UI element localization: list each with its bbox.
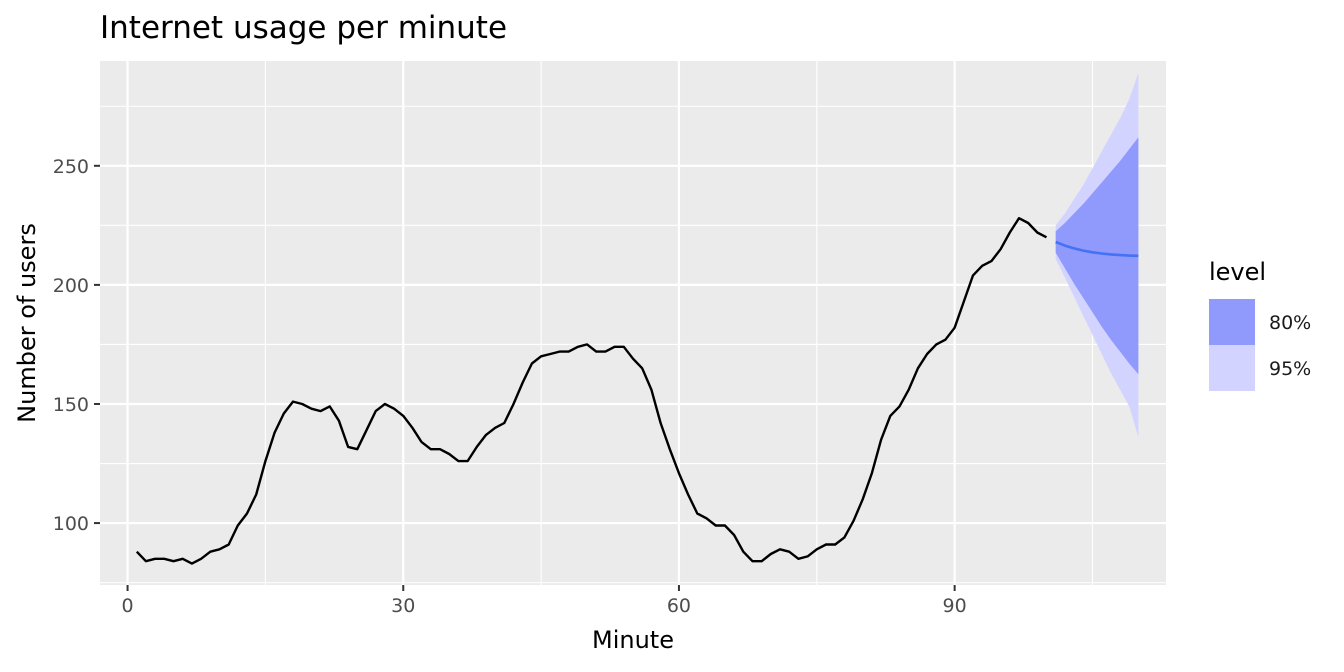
grid-major <box>100 61 1166 585</box>
series-line <box>135 216 1048 565</box>
legend-label-95: 95% <box>1269 358 1311 380</box>
legend: level 80% 95% <box>1209 258 1311 391</box>
y-tick-label: 200 <box>53 275 89 297</box>
lines <box>135 216 1139 565</box>
x-tick-label: 0 <box>122 595 134 617</box>
legend-swatch-95 <box>1209 345 1255 391</box>
x-tick-label: 90 <box>943 595 967 617</box>
y-tick-label: 100 <box>53 513 89 535</box>
legend-swatch-80 <box>1209 299 1255 345</box>
y-tick-label: 250 <box>53 156 89 178</box>
x-axis-title: Minute <box>592 626 674 654</box>
legend-label-80: 80% <box>1269 312 1311 334</box>
chart-title: Internet usage per minute <box>100 10 507 46</box>
grid-minor <box>100 61 1166 585</box>
axes: 0 30 60 90 100 150 200 250 <box>53 156 967 617</box>
y-tick-label: 150 <box>53 394 89 416</box>
x-tick-label: 60 <box>667 595 691 617</box>
forecast-line <box>1055 240 1139 258</box>
y-axis-title: Number of users <box>13 223 41 423</box>
x-tick-label: 30 <box>391 595 415 617</box>
plot-panel <box>100 61 1166 585</box>
forecast-bands <box>1055 72 1139 438</box>
band-80 <box>1055 137 1139 375</box>
legend-title: level <box>1209 258 1266 286</box>
